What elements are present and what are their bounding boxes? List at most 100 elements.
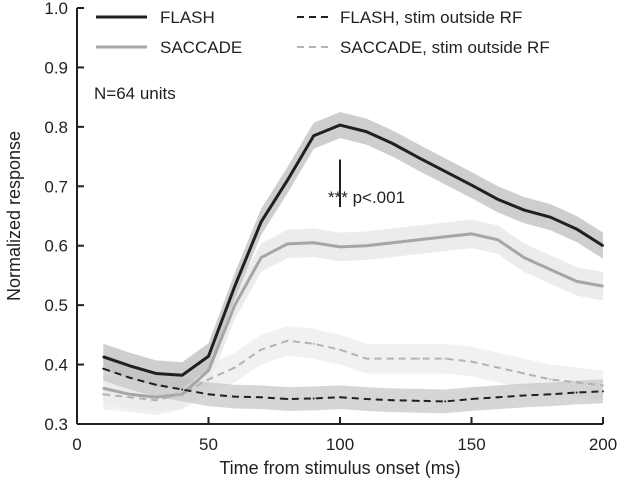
data-point bbox=[286, 242, 289, 245]
significance-annotation: *** p<.001 bbox=[328, 188, 405, 207]
data-point bbox=[260, 348, 263, 351]
legend-label-saccade: SACCADE bbox=[160, 38, 242, 57]
data-point bbox=[549, 393, 552, 396]
x-tick-label: 150 bbox=[457, 435, 485, 454]
data-point bbox=[154, 372, 157, 375]
y-tick-label: 0.7 bbox=[44, 177, 68, 196]
data-point bbox=[549, 268, 552, 271]
data-point bbox=[286, 339, 289, 342]
data-point bbox=[417, 238, 420, 241]
data-point bbox=[339, 396, 341, 399]
data-point bbox=[444, 357, 447, 360]
data-point bbox=[181, 388, 184, 391]
data-point bbox=[102, 393, 105, 396]
series-line-2 bbox=[102, 367, 604, 403]
data-point bbox=[233, 304, 236, 307]
data-point bbox=[496, 366, 499, 369]
y-tick-label: 0.5 bbox=[44, 296, 68, 315]
legend-label-flash: FLASH bbox=[160, 8, 215, 27]
series-line-0 bbox=[102, 123, 604, 377]
data-point bbox=[128, 364, 131, 367]
data-point bbox=[181, 374, 184, 377]
data-point bbox=[260, 256, 263, 259]
x-ticks: 0 50 100 150 200 bbox=[72, 417, 617, 454]
data-point bbox=[260, 220, 263, 223]
data-point bbox=[286, 398, 289, 401]
data-point bbox=[470, 360, 473, 363]
data-point bbox=[575, 280, 578, 283]
data-point bbox=[417, 357, 420, 360]
data-point bbox=[470, 398, 473, 401]
legend: FLASH SACCADE FLASH, stim outside RF SAC… bbox=[96, 8, 550, 57]
data-point bbox=[365, 357, 368, 360]
series-lines bbox=[102, 123, 604, 403]
data-point bbox=[154, 396, 157, 399]
data-point bbox=[181, 393, 184, 396]
data-point bbox=[339, 245, 341, 248]
data-point bbox=[549, 378, 552, 381]
data-point bbox=[602, 285, 604, 288]
data-point bbox=[496, 198, 499, 201]
data-point bbox=[102, 367, 105, 370]
legend-label-saccade-outside: SACCADE, stim outside RF bbox=[340, 38, 550, 57]
data-point bbox=[470, 184, 473, 187]
error-bands bbox=[103, 112, 604, 416]
data-point bbox=[233, 366, 236, 369]
data-point bbox=[575, 228, 578, 231]
data-point bbox=[444, 400, 447, 403]
data-point bbox=[444, 170, 447, 173]
data-point bbox=[312, 134, 315, 137]
data-point bbox=[233, 285, 236, 288]
data-point bbox=[286, 179, 289, 182]
x-axis-label: Time from stimulus onset (ms) bbox=[219, 458, 460, 478]
data-point bbox=[602, 384, 604, 387]
error-band-3 bbox=[103, 325, 604, 416]
data-point bbox=[339, 348, 341, 351]
data-point bbox=[102, 355, 105, 358]
data-point bbox=[207, 355, 210, 358]
data-point bbox=[602, 390, 604, 393]
data-point bbox=[417, 156, 420, 159]
data-point bbox=[523, 209, 526, 212]
data-point bbox=[207, 393, 210, 396]
x-tick-label: 50 bbox=[199, 435, 218, 454]
data-point bbox=[128, 396, 131, 399]
y-tick-label: 0.6 bbox=[44, 237, 68, 256]
y-axis-label: Normalized response bbox=[4, 131, 24, 301]
y-ticks: 0.3 0.4 0.5 0.6 0.7 0.8 0.9 1.0 bbox=[44, 0, 84, 434]
n-units-annotation: N=64 units bbox=[94, 84, 176, 103]
data-point bbox=[365, 398, 368, 401]
data-point bbox=[391, 142, 394, 145]
data-point bbox=[496, 238, 499, 241]
data-point bbox=[391, 399, 394, 402]
data-point bbox=[312, 342, 315, 345]
data-point bbox=[365, 130, 368, 133]
data-point bbox=[312, 241, 315, 244]
data-point bbox=[312, 397, 315, 400]
data-point bbox=[444, 235, 447, 238]
x-tick-label: 0 bbox=[72, 435, 81, 454]
y-tick-label: 0.3 bbox=[44, 415, 68, 434]
data-point bbox=[128, 393, 131, 396]
legend-label-flash-outside: FLASH, stim outside RF bbox=[340, 8, 522, 27]
data-point bbox=[575, 381, 578, 384]
data-point bbox=[128, 376, 131, 379]
data-point bbox=[549, 216, 552, 219]
y-tick-label: 0.4 bbox=[44, 356, 68, 375]
data-point bbox=[154, 399, 157, 402]
x-tick-label: 200 bbox=[589, 435, 617, 454]
y-tick-label: 1.0 bbox=[44, 0, 68, 18]
y-tick-label: 0.9 bbox=[44, 58, 68, 77]
data-point bbox=[365, 244, 368, 247]
x-tick-label: 100 bbox=[326, 435, 354, 454]
data-point bbox=[233, 395, 236, 398]
data-point bbox=[602, 244, 604, 247]
data-point bbox=[523, 372, 526, 375]
data-point bbox=[470, 232, 473, 235]
data-point bbox=[575, 391, 578, 394]
data-point bbox=[496, 396, 499, 399]
data-point bbox=[207, 369, 210, 372]
data-point bbox=[391, 241, 394, 244]
data-point bbox=[154, 383, 157, 386]
